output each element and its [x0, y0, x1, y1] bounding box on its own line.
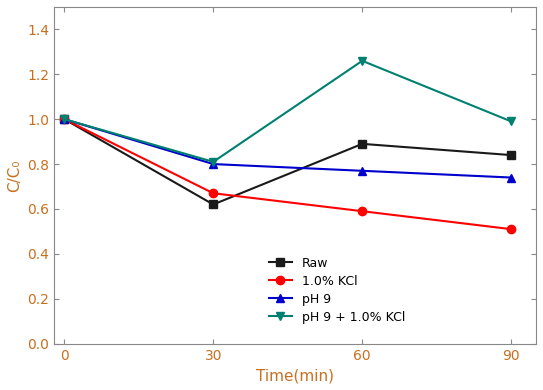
Raw [61, 117, 67, 122]
1.0% KCl [359, 209, 365, 214]
Line: Raw: Raw [60, 115, 515, 209]
pH 9 + 1.0% KCl [508, 119, 514, 124]
pH 9 + 1.0% KCl [359, 58, 365, 63]
X-axis label: Time(min): Time(min) [256, 368, 334, 383]
Line: pH 9: pH 9 [60, 115, 515, 182]
1.0% KCl [508, 227, 514, 232]
pH 9 + 1.0% KCl [61, 117, 67, 122]
pH 9 [508, 175, 514, 180]
Raw [210, 202, 217, 207]
pH 9 [210, 162, 217, 167]
pH 9 [359, 168, 365, 173]
Raw [359, 142, 365, 146]
1.0% KCl [61, 117, 67, 122]
pH 9 + 1.0% KCl [210, 160, 217, 164]
Raw [508, 153, 514, 158]
1.0% KCl [210, 191, 217, 196]
Legend: Raw, 1.0% KCl, pH 9, pH 9 + 1.0% KCl: Raw, 1.0% KCl, pH 9, pH 9 + 1.0% KCl [263, 251, 411, 331]
Line: pH 9 + 1.0% KCl: pH 9 + 1.0% KCl [60, 57, 515, 166]
Y-axis label: C/C₀: C/C₀ [7, 159, 22, 191]
pH 9 [61, 117, 67, 122]
Line: 1.0% KCl: 1.0% KCl [60, 115, 515, 233]
